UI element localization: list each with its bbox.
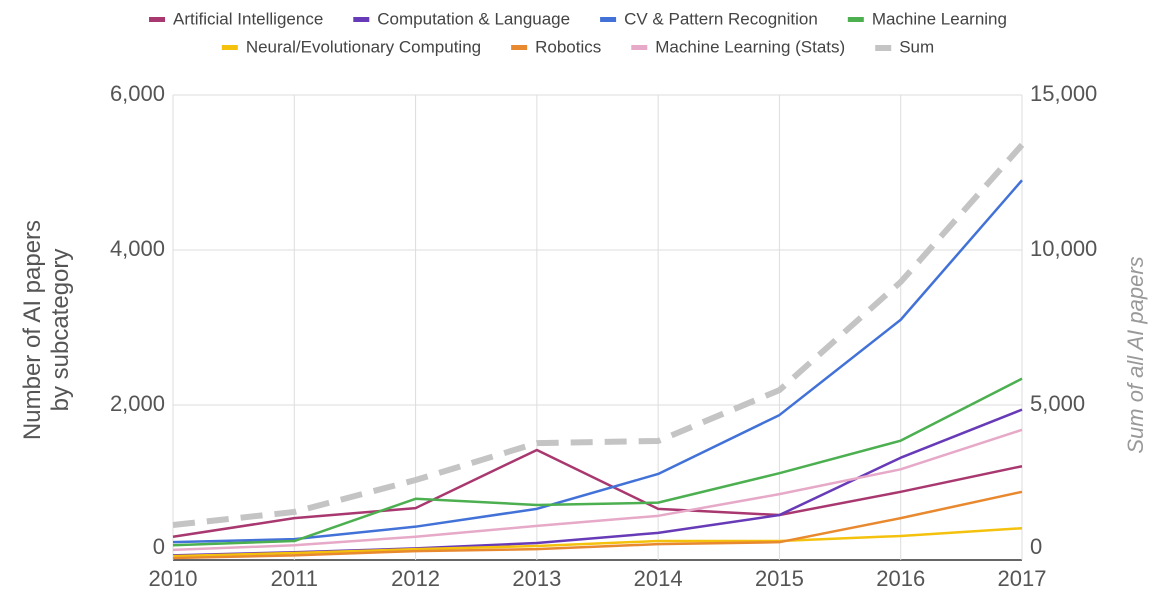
y2-tick-label: 10,000 xyxy=(1030,236,1097,261)
y-axis-label: Number of AI papersby subcategory xyxy=(19,220,74,440)
legend-label: Computation & Language xyxy=(377,9,570,28)
x-tick-label: 2015 xyxy=(755,566,804,591)
y-tick-label: 2,000 xyxy=(110,391,165,416)
series-line xyxy=(172,179,1023,544)
y2-axis-label: Sum of all AI papers xyxy=(1123,256,1148,453)
x-tick-label: 2012 xyxy=(391,566,440,591)
legend-swatch xyxy=(149,17,166,22)
x-tick-label: 2010 xyxy=(149,566,198,591)
legend-item: CV & Pattern Recognition xyxy=(600,9,818,28)
legend-swatch xyxy=(600,17,617,22)
legend-swatch xyxy=(221,45,238,50)
x-tick-label: 2014 xyxy=(634,566,683,591)
y-tick-label: 6,000 xyxy=(110,81,165,106)
legend-item: Robotics xyxy=(511,37,601,56)
series-line xyxy=(172,428,1023,552)
series-line xyxy=(172,490,1023,560)
legend-item: Machine Learning (Stats) xyxy=(631,37,845,56)
grid xyxy=(172,94,1023,561)
y2-tick-label: 15,000 xyxy=(1030,81,1097,106)
series-line xyxy=(172,377,1023,547)
y-tick-label: 0 xyxy=(153,534,165,559)
legend-swatch xyxy=(511,45,528,50)
legend-label: Artificial Intelligence xyxy=(173,9,323,28)
legend-item: Computation & Language xyxy=(353,9,570,28)
y2-tick-label: 5,000 xyxy=(1030,391,1085,416)
legend-label: Neural/Evolutionary Computing xyxy=(246,37,481,56)
y2-tick-label: 0 xyxy=(1030,534,1042,559)
x-tick-label: 2013 xyxy=(512,566,561,591)
y-tick-label: 4,000 xyxy=(110,236,165,261)
legend-swatch xyxy=(875,45,892,51)
series-line xyxy=(172,448,1023,538)
legend-label: Robotics xyxy=(535,37,601,56)
x-tick-label: 2016 xyxy=(876,566,925,591)
legend-label: CV & Pattern Recognition xyxy=(624,9,818,28)
legend-swatch xyxy=(631,45,648,50)
x-tick-label: 2017 xyxy=(998,566,1047,591)
legend-item: Neural/Evolutionary Computing xyxy=(221,37,481,56)
legend-swatch xyxy=(847,17,864,22)
series-line xyxy=(172,142,1025,528)
series-line xyxy=(172,408,1023,557)
legend-label: Machine Learning (Stats) xyxy=(655,37,845,56)
series-line xyxy=(172,526,1023,558)
legend-label: Sum xyxy=(899,37,934,56)
legend-item: Sum xyxy=(875,37,934,56)
legend-item: Machine Learning xyxy=(847,9,1007,28)
legend-swatch xyxy=(353,17,370,22)
legend-label: Machine Learning xyxy=(872,9,1007,28)
legend-item: Artificial Intelligence xyxy=(149,9,323,28)
x-tick-label: 2011 xyxy=(271,566,318,591)
